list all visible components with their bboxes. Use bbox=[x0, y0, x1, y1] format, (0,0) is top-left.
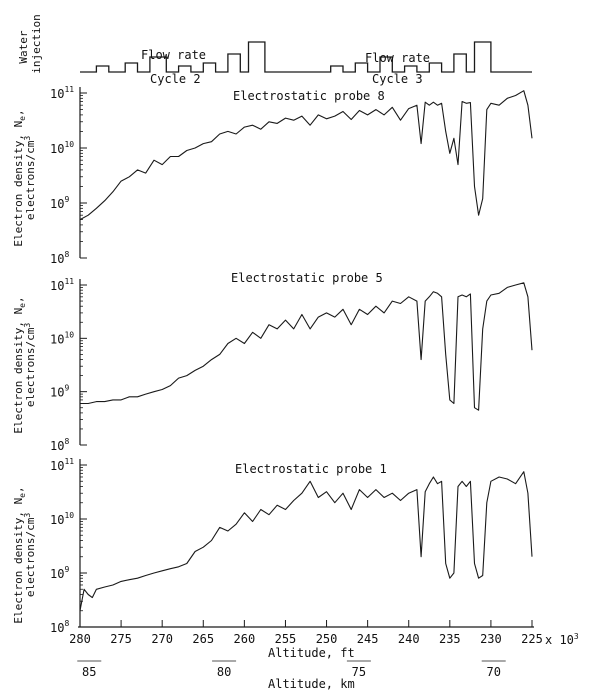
ylabel-8-sub: e bbox=[18, 116, 27, 121]
altitude-ft-axis: 280 275 270 265 260 255 250 245 240 235 230 225 bbox=[69, 620, 543, 646]
ylabel-1-exp: 3 bbox=[23, 513, 32, 518]
y-tick-label: 1011 bbox=[50, 457, 74, 473]
y-tick-label: 1011 bbox=[50, 85, 74, 101]
ylabel-8-line2: electrons/cm bbox=[24, 140, 37, 220]
density-trace bbox=[79, 90, 533, 221]
water-injection-ylabel-2: injection bbox=[30, 14, 43, 74]
x-tick-label: 280 bbox=[69, 632, 91, 646]
x-tick-label: 245 bbox=[357, 632, 379, 646]
probe-5-ylabel: Electron density, Ne, electrons/cm3 bbox=[12, 296, 37, 433]
x-tick-label: 225 bbox=[521, 632, 543, 646]
probe-1-title: Electrostatic probe 1 bbox=[235, 462, 387, 476]
km-tick-label: 85 bbox=[82, 665, 96, 679]
flow-rate-label-1: Flow rate bbox=[141, 48, 206, 62]
svg-text:Electron density, Ne,: Electron density, Ne, bbox=[12, 486, 27, 623]
ylabel-5-exp: 3 bbox=[23, 323, 32, 328]
altitude-km-label: Altitude, km bbox=[268, 677, 355, 691]
y-tick-label: 108 bbox=[50, 250, 69, 266]
ylabel-1-line2: electrons/cm bbox=[24, 517, 37, 597]
y-tick-label: 1011 bbox=[50, 277, 74, 293]
ylabel-1-sub: e bbox=[18, 493, 27, 498]
x-tick-label: 240 bbox=[398, 632, 420, 646]
water-injection-ylabel-1: Water bbox=[17, 30, 30, 63]
water-injection-panel: Water injection Flow rate Cycle 2 Flow r… bbox=[17, 14, 532, 86]
y-tick-label: 108 bbox=[50, 619, 69, 635]
cycle-3-label: Cycle 3 bbox=[372, 72, 423, 86]
ylabel-1-line1: Electron density, N bbox=[12, 498, 25, 624]
y-tick-label: 1010 bbox=[50, 330, 74, 346]
probe-1-ylabel: Electron density, Ne, electrons/cm3 bbox=[12, 486, 37, 623]
x-tick-label: 260 bbox=[234, 632, 256, 646]
flow-rate-label-2: Flow rate bbox=[365, 51, 430, 65]
x-tick-label: 265 bbox=[192, 632, 214, 646]
svg-text:Electron density, Ne,: Electron density, Ne, bbox=[12, 109, 27, 246]
km-tick-label: 70 bbox=[486, 665, 500, 679]
svg-text:electrons/cm3: electrons/cm3 bbox=[23, 136, 37, 220]
y-tick-label: 1010 bbox=[50, 140, 74, 156]
svg-text:electrons/cm3: electrons/cm3 bbox=[23, 323, 37, 407]
svg-text:electrons/cm3: electrons/cm3 bbox=[23, 513, 37, 597]
cycle-2-label: Cycle 2 bbox=[150, 72, 201, 86]
probe-8-title: Electrostatic probe 8 bbox=[233, 89, 385, 103]
probe-8-ylabel: Electron density, Ne, electrons/cm3 bbox=[12, 109, 37, 246]
x-tick-label: 275 bbox=[110, 632, 132, 646]
x-tick-label: 270 bbox=[151, 632, 173, 646]
probe-5-title: Electrostatic probe 5 bbox=[231, 271, 383, 285]
y-tick-label: 1010 bbox=[50, 511, 74, 527]
x-multiplier: x 103 bbox=[545, 632, 579, 647]
y-tick-label: 109 bbox=[50, 195, 69, 211]
y-tick-label: 109 bbox=[50, 384, 69, 400]
x-tick-label: 235 bbox=[439, 632, 461, 646]
y-tick-label: 108 bbox=[50, 437, 69, 453]
ylabel-5-line1: Electron density, N bbox=[12, 308, 25, 434]
density-trace bbox=[79, 471, 533, 611]
x-tick-label: 255 bbox=[275, 632, 297, 646]
ylabel-8-line1: Electron density, N bbox=[12, 121, 25, 247]
ylabel-5-sub: e bbox=[18, 303, 27, 308]
ylabel-5-line2: electrons/cm bbox=[24, 327, 37, 407]
probe-5-panel: 108 109 1010 1011 bbox=[50, 277, 533, 453]
altitude-ft-label: Altitude, ft bbox=[268, 646, 355, 660]
probe-1-panel: 108 109 1010 1011 bbox=[50, 457, 533, 635]
ylabel-8-exp: 3 bbox=[23, 136, 32, 141]
km-tick-label: 80 bbox=[217, 665, 231, 679]
density-trace bbox=[80, 282, 533, 411]
x-tick-label: 250 bbox=[316, 632, 338, 646]
probe-8-panel: 108 109 1010 1011 bbox=[50, 85, 533, 266]
y-tick-label: 109 bbox=[50, 565, 69, 581]
x-tick-label: 230 bbox=[480, 632, 502, 646]
water-injection-trace bbox=[80, 41, 532, 73]
altitude-km-axis: 85 80 75 70 bbox=[77, 660, 506, 679]
km-tick-label: 75 bbox=[352, 665, 366, 679]
svg-text:Electron density, Ne,: Electron density, Ne, bbox=[12, 296, 27, 433]
